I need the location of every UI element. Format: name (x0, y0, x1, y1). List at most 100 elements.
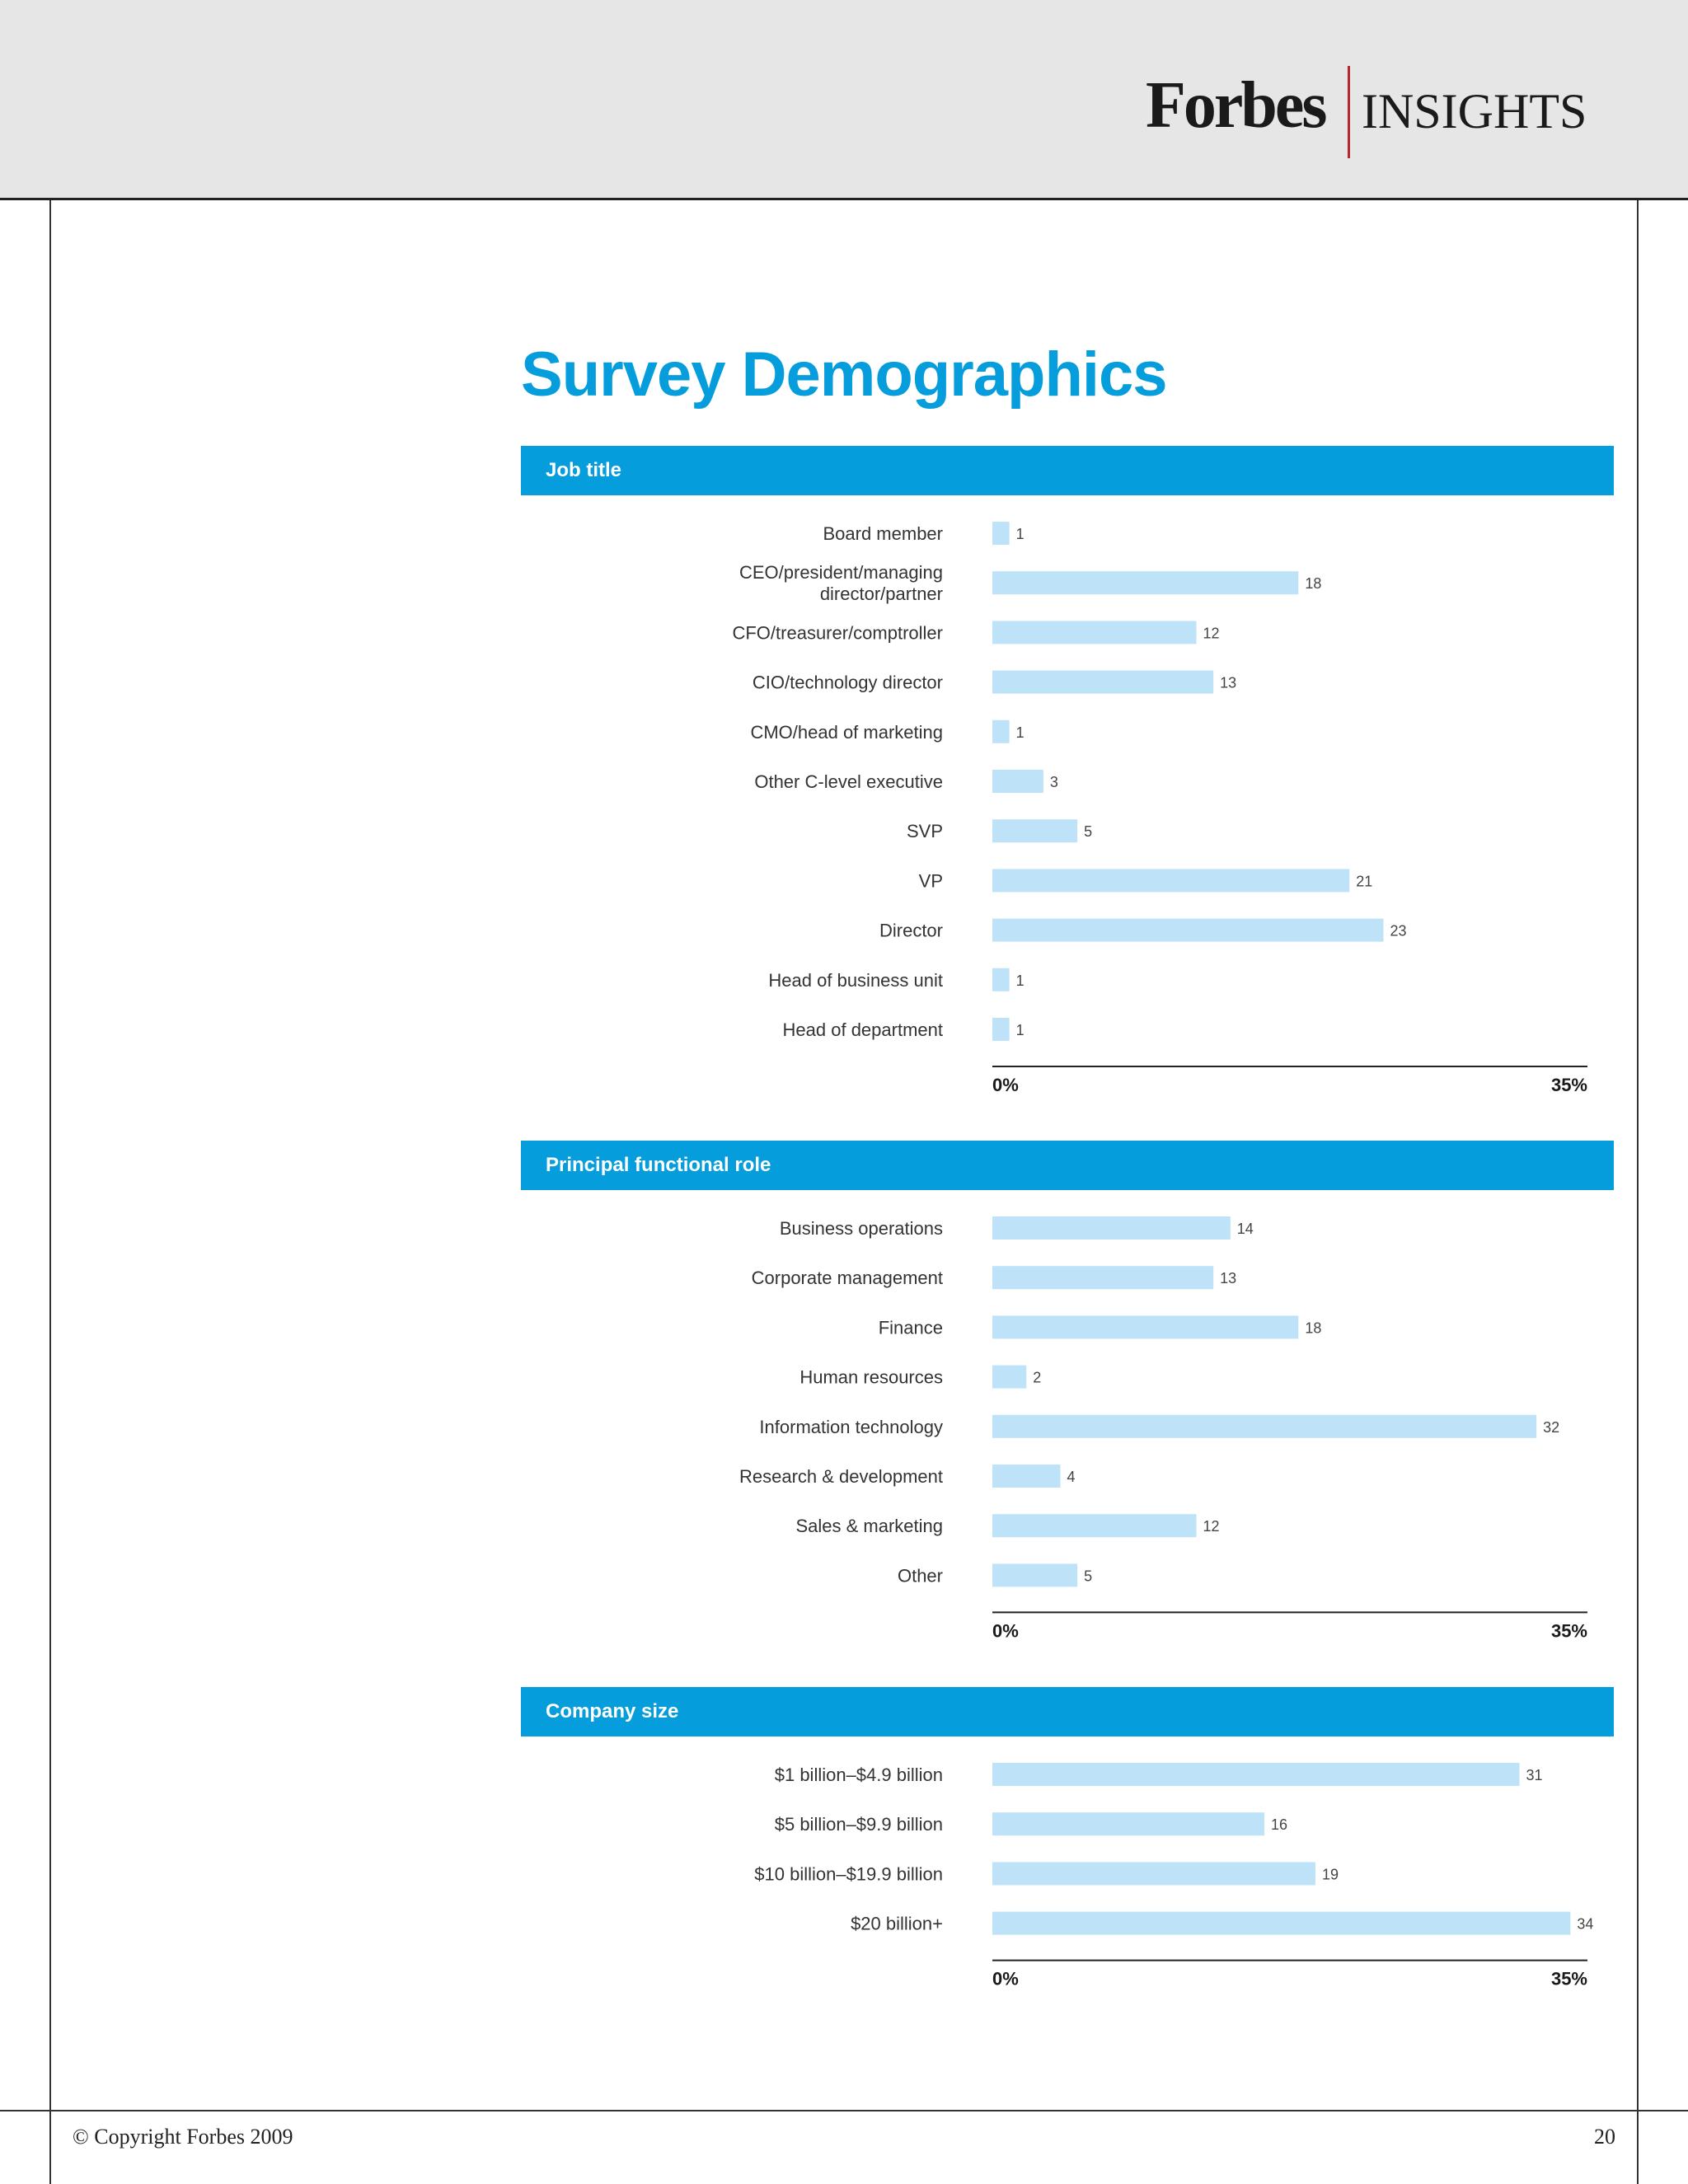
value-label: 13 (1220, 1270, 1236, 1286)
category-label: $10 billion–$19.9 billion (754, 1863, 943, 1884)
category-label: Other C-level executive (754, 771, 943, 792)
value-label: 18 (1305, 575, 1321, 592)
category-label-line: Research & development (739, 1466, 943, 1487)
bar-human-resources (992, 1365, 1027, 1389)
footer-copyright: © Copyright Forbes 2009 (73, 2125, 293, 2149)
logo-insights-wordmark: INSIGHTS (1362, 84, 1587, 138)
x-axis-min-label: 0% (992, 1075, 1019, 1095)
bar-other (992, 1563, 1078, 1587)
category-label-line: CIO/technology director (753, 673, 943, 693)
category-label-line: CFO/treasurer/comptroller (732, 622, 943, 643)
chart-company-size: $1 billion–$4.9 billion 31 $5 billion–$9.9… (521, 1746, 1614, 2042)
value-label: 14 (1237, 1221, 1254, 1237)
chart-svg: Board member 1 CEO/president/managing direc… (732, 522, 1587, 1095)
category-label-line: Head of department (783, 1019, 943, 1040)
bar-cfo-treasurer-comptroller (992, 621, 1197, 644)
page-title: Survey Demographics (521, 340, 1168, 410)
bar-board-member (992, 522, 1010, 545)
bar-research-development (992, 1465, 1061, 1488)
category-label: CMO/head of marketing (750, 722, 943, 743)
category-label: Information technology (759, 1417, 943, 1437)
section-bar-job-title: Job title (521, 446, 1614, 495)
value-label: 32 (1543, 1419, 1559, 1436)
value-label: 4 (1067, 1469, 1076, 1485)
category-label-line: Finance (879, 1317, 943, 1338)
category-label-line: CMO/head of marketing (750, 722, 943, 743)
bar-head-of-business-unit (992, 968, 1010, 991)
category-label: Human resources (799, 1367, 943, 1388)
category-label-line: Human resources (799, 1367, 943, 1388)
value-label: 12 (1203, 625, 1220, 641)
category-label-line: Board member (823, 523, 943, 544)
section-bar-principal-functional-role: Principal functional role (521, 1141, 1614, 1190)
category-label: Research & development (739, 1466, 943, 1487)
value-label: 16 (1271, 1816, 1287, 1833)
bar-finance (992, 1315, 1299, 1339)
page-frame-right (1637, 200, 1639, 2184)
x-axis-max-label: 35% (1551, 1075, 1587, 1095)
category-label-line: $20 billion+ (851, 1914, 943, 1934)
category-label-line: SVP (907, 821, 943, 841)
category-label: CIO/technology director (753, 673, 943, 693)
value-label: 1 (1016, 526, 1025, 542)
x-axis-min-label: 0% (992, 1969, 1019, 1990)
bar-ceo-president-managing-director-partner (992, 571, 1299, 595)
page-frame-left (49, 200, 51, 2184)
bar-cmo-head-of-marketing (992, 719, 1010, 743)
value-label: 23 (1390, 923, 1406, 940)
bar-sales-marketing (992, 1514, 1197, 1538)
bar-svp (992, 819, 1078, 843)
bar-5-billion-9-9-billion (992, 1812, 1265, 1836)
chart-svg: $1 billion–$4.9 billion 31 $5 billion–$9.9… (754, 1763, 1593, 1990)
category-label-line: CEO/president/managing (739, 562, 943, 583)
bar-other-c-level-executive (992, 770, 1043, 793)
category-label-line: Other (898, 1565, 943, 1586)
category-label: Corporate management (752, 1268, 943, 1288)
bar-vp (992, 869, 1350, 893)
section-title-principal-functional-role: Principal functional role (546, 1154, 771, 1176)
category-label-line: Corporate management (752, 1268, 943, 1288)
category-label: SVP (907, 821, 943, 841)
value-label: 12 (1203, 1518, 1220, 1535)
category-label-line: director/partner (820, 583, 943, 604)
category-label: Head of department (783, 1019, 943, 1040)
category-label: VP (919, 870, 943, 891)
section-title-company-size: Company size (546, 1700, 679, 1722)
chart-svg: Business operations 14 Corporate managemen… (739, 1216, 1587, 1641)
category-label-line: $1 billion–$4.9 billion (775, 1765, 943, 1785)
value-label: 13 (1220, 675, 1236, 691)
category-label: $1 billion–$4.9 billion (775, 1765, 943, 1785)
category-label-line: VP (919, 870, 943, 891)
category-label-line: Other C-level executive (754, 771, 943, 792)
x-axis-min-label: 0% (992, 1620, 1019, 1641)
category-label: $20 billion+ (851, 1914, 943, 1934)
x-axis-max-label: 35% (1551, 1620, 1587, 1641)
category-label: Director (879, 921, 943, 941)
value-label: 3 (1050, 774, 1058, 790)
value-label: 21 (1356, 873, 1372, 889)
value-label: 5 (1084, 823, 1092, 840)
value-label: 19 (1322, 1866, 1339, 1882)
category-label: CFO/treasurer/comptroller (732, 622, 943, 643)
category-label: $5 billion–$9.9 billion (775, 1814, 943, 1835)
footer-rule (0, 2110, 1688, 2111)
bar-director (992, 918, 1384, 942)
category-label: Other (898, 1565, 943, 1586)
category-label-line: $5 billion–$9.9 billion (775, 1814, 943, 1835)
section-bar-company-size: Company size (521, 1687, 1614, 1736)
value-label: 1 (1016, 1022, 1025, 1038)
category-label: Head of business unit (768, 970, 943, 991)
section-title-job-title: Job title (546, 459, 622, 481)
value-label: 18 (1305, 1319, 1321, 1336)
category-label: CEO/president/managing director/partner (739, 562, 943, 604)
category-label-line: Director (879, 921, 943, 941)
value-label: 2 (1033, 1370, 1041, 1386)
chart-job-title: Board member 1 CEO/president/managing direc… (521, 504, 1614, 1106)
category-label: Sales & marketing (795, 1516, 943, 1536)
logo-divider (1348, 66, 1350, 158)
category-label-line: $10 billion–$19.9 billion (754, 1863, 943, 1884)
header-band: Forbes INSIGHTS (0, 0, 1688, 200)
bar-20-billion (992, 1911, 1571, 1935)
x-axis-max-label: 35% (1551, 1969, 1587, 1990)
category-label-line: Information technology (759, 1417, 943, 1437)
